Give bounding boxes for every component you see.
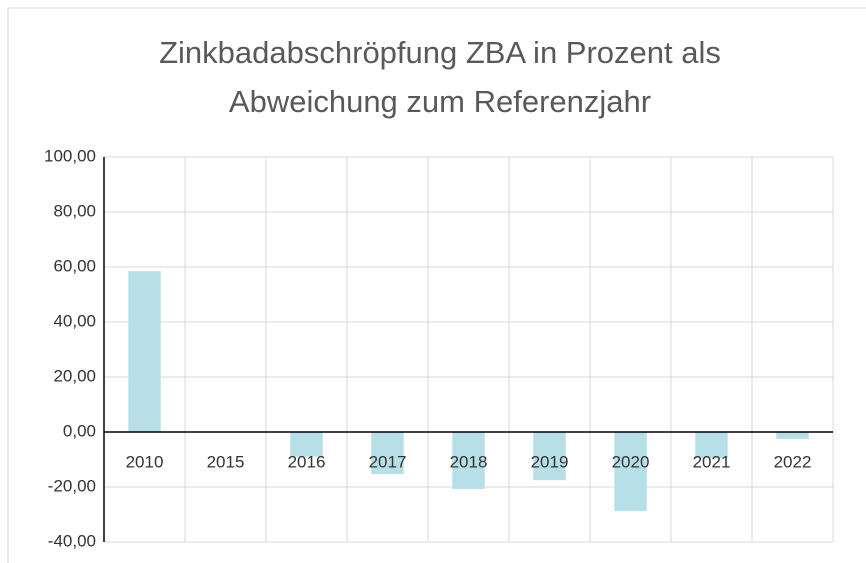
bar <box>695 432 728 459</box>
bar <box>128 271 161 432</box>
bar <box>452 432 485 489</box>
x-tick-label: 2015 <box>207 452 245 471</box>
y-tick-label: 40,00 <box>53 311 96 330</box>
bar <box>776 432 809 439</box>
x-tick-label: 2016 <box>288 452 326 471</box>
y-tick-label: 0,00 <box>63 421 96 440</box>
y-tick-label: 100,00 <box>44 146 96 165</box>
y-tick-label: -20,00 <box>48 476 96 495</box>
x-tick-label: 2019 <box>531 452 569 471</box>
x-tick-label: 2017 <box>369 452 407 471</box>
bar <box>290 432 323 457</box>
y-tick-label: 60,00 <box>53 256 96 275</box>
bar <box>533 432 566 481</box>
x-tick-label: 2022 <box>774 452 812 471</box>
bar <box>614 432 647 511</box>
y-tick-label: -40,00 <box>48 531 96 550</box>
chart-title: Zinkbadabschröpfung ZBA in Prozent als A… <box>159 35 721 119</box>
bar <box>371 432 404 475</box>
x-tick-label: 2010 <box>126 452 164 471</box>
y-tick-label: 20,00 <box>53 366 96 385</box>
x-tick-label: 2020 <box>612 452 650 471</box>
x-tick-label: 2021 <box>693 452 731 471</box>
y-tick-label: 80,00 <box>53 201 96 220</box>
x-tick-label: 2018 <box>450 452 488 471</box>
